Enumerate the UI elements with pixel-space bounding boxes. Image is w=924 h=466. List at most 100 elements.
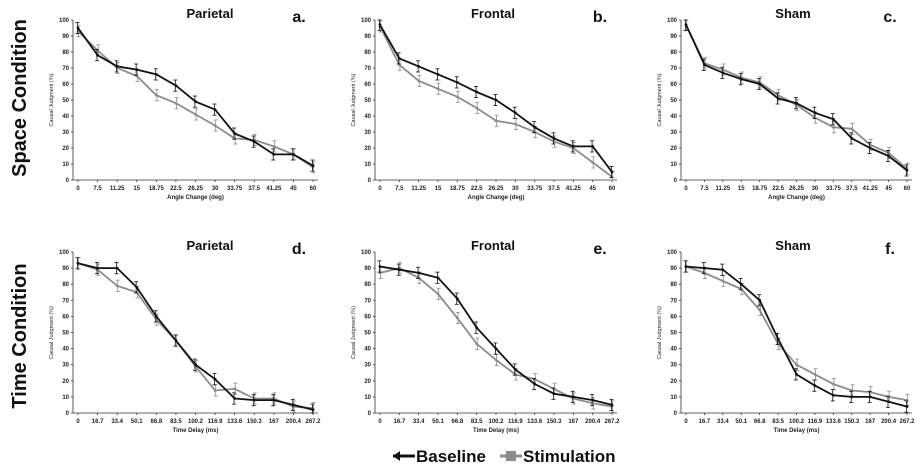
y-tick-label: 10 [62,395,69,401]
data-point-stimulation [174,101,178,105]
data-point-baseline [417,65,421,68]
data-point-baseline [311,408,315,412]
x-tick-label: 33.75 [227,186,243,192]
series-line-stimulation [379,267,613,408]
data-point-baseline [776,97,780,100]
y-tick-label: 40 [670,114,677,120]
panel-letter: b. [593,9,607,26]
panel-letter: a. [292,9,305,26]
x-tick-label: 0 [378,186,382,192]
x-tick-label: 22.5 [170,186,182,192]
legend-baseline-label: Baseline [416,447,486,466]
data-point-baseline [703,266,706,270]
x-tick-label: 167 [865,419,876,425]
legend-stimulation-marker [506,451,516,461]
y-tick-label: 50 [62,331,69,337]
x-tick-label: 11.25 [411,186,426,192]
data-point-stimulation [455,95,459,99]
y-tick-label: 20 [364,379,371,385]
x-tick-label: 33.75 [826,186,842,192]
y-tick-label: 30 [62,130,69,136]
data-point-baseline [591,145,595,148]
data-point-baseline [795,101,798,105]
x-tick-label: 0 [378,419,382,425]
y-tick-label: 50 [364,331,371,337]
x-tick-label: 133.6 [826,419,842,425]
data-point-baseline [739,282,743,286]
x-tick-label: 33.75 [527,186,543,192]
data-point-baseline [455,81,459,84]
data-point-baseline [233,397,237,400]
y-tick-label: 60 [364,82,371,88]
panel-d: 0 10 20 30 40 50 60 70 80 90 100 0 16.7 33.4 50.1 66.8 8… [49,238,321,434]
data-point-baseline [96,266,99,270]
x-tick-label: 18.75 [752,186,768,192]
series-line-baseline [77,27,314,167]
y-tick-label: 20 [364,146,371,152]
y-tick-label: 60 [364,314,371,320]
x-tick-label: 30 [212,186,219,192]
data-point-baseline [533,125,537,129]
y-tick-label: 30 [364,130,371,136]
y-tick-label: 80 [364,50,371,56]
x-tick-label: 7.5 [395,186,404,192]
data-point-baseline [252,398,256,402]
x-tick-label: 83.5 [471,419,483,425]
data-point-baseline [378,23,382,27]
y-axis-label: Causal Judgment (%) [351,306,357,359]
x-tick-label: 267.2 [604,419,620,425]
panel-title: Sham [775,6,810,21]
panel-letter: d. [292,241,306,258]
y-tick-label: 50 [670,331,677,337]
panel-f: 0 10 20 30 40 50 60 70 80 90 100 0 16.7 33.4 50.1 66.8 8… [657,238,915,434]
y-tick-label: 10 [670,395,677,401]
series-line-stimulation [77,262,314,410]
data-point-baseline [455,297,459,301]
data-point-baseline [571,395,575,399]
x-tick-label: 15 [133,186,140,192]
y-tick-label: 100 [59,18,70,24]
data-point-stimulation [272,145,276,148]
y-tick-label: 100 [361,250,372,256]
y-tick-label: 80 [670,50,677,56]
x-axis-label: Angle Change (deg) [768,195,825,201]
x-axis-label: Angle Change (deg) [167,195,224,201]
data-point-baseline [684,23,688,27]
y-tick-label: 20 [62,379,69,385]
data-point-stimulation [494,119,498,123]
data-point-baseline [76,261,80,265]
x-tick-label: 22.5 [471,186,483,192]
y-tick-label: 0 [66,178,70,184]
x-tick-label: 150.3 [546,419,562,425]
data-point-baseline [292,153,295,156]
x-axis-label: Angle Change (deg) [468,195,525,201]
data-point-baseline [758,298,762,302]
y-tick-label: 0 [368,178,372,184]
x-tick-label: 33.4 [717,419,729,425]
data-point-baseline [868,395,872,399]
y-tick-label: 70 [670,298,677,304]
y-tick-label: 100 [59,250,70,256]
x-tick-label: 7.5 [93,186,102,192]
data-point-baseline [721,71,725,75]
data-point-baseline [850,395,854,399]
x-tick-label: 33.4 [111,419,123,425]
x-tick-label: 150.3 [844,419,860,425]
series-baseline [377,19,614,179]
data-point-baseline [831,117,835,121]
x-tick-label: 100.2 [188,419,204,425]
data-point-baseline [115,266,119,270]
legend-stimulation-label: Stimulation [523,447,616,466]
legend-stimulation: Stimulation [500,447,616,466]
panel-title: Sham [775,238,810,253]
data-point-baseline [610,170,614,174]
y-tick-label: 40 [364,114,371,120]
y-tick-label: 30 [670,363,677,369]
y-tick-label: 70 [670,66,677,72]
x-tick-label: 16.7 [699,419,711,425]
x-tick-label: 30 [812,186,819,192]
y-tick-label: 90 [364,266,371,272]
x-axis-label: Time Delay (ms) [473,428,519,434]
